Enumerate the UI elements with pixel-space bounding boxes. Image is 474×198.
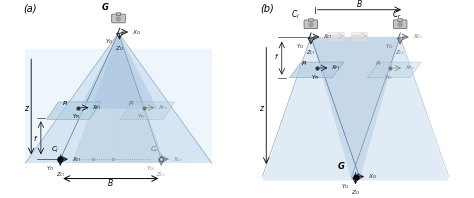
- Polygon shape: [290, 62, 344, 78]
- Polygon shape: [26, 49, 211, 163]
- Text: $X_{Pl}$: $X_{Pl}$: [331, 64, 340, 72]
- Polygon shape: [367, 62, 421, 78]
- Text: $Z_G$: $Z_G$: [115, 44, 124, 53]
- Text: $Z_{Cl}$: $Z_{Cl}$: [55, 170, 65, 179]
- Text: $P_r$: $P_r$: [375, 59, 383, 68]
- Text: $X_G$: $X_G$: [132, 28, 141, 36]
- Text: f: f: [275, 54, 277, 60]
- Circle shape: [309, 22, 313, 27]
- Text: z: z: [259, 104, 264, 113]
- Text: $Y_{Pr}$: $Y_{Pr}$: [384, 73, 393, 82]
- Text: $Y_{Cr}$: $Y_{Cr}$: [146, 164, 156, 173]
- Polygon shape: [72, 33, 165, 163]
- Text: z: z: [24, 104, 28, 113]
- Text: $X_{Cr}$: $X_{Cr}$: [173, 155, 183, 164]
- Text: B: B: [108, 179, 113, 188]
- Text: $Y_{Pl}$: $Y_{Pl}$: [310, 73, 319, 82]
- Text: $Z_G$: $Z_G$: [351, 188, 360, 197]
- Text: $Y_{Cl}$: $Y_{Cl}$: [46, 164, 55, 173]
- Text: $P_l$: $P_l$: [62, 99, 69, 108]
- Polygon shape: [118, 33, 211, 163]
- Text: $Z_{Cl}$: $Z_{Cl}$: [306, 49, 316, 57]
- Text: $P_r$: $P_r$: [128, 99, 136, 108]
- Text: $X_{Pr}$: $X_{Pr}$: [405, 64, 415, 72]
- Text: $X_{Cl}$: $X_{Cl}$: [72, 155, 82, 164]
- Text: $P_l$: $P_l$: [301, 59, 308, 68]
- Text: (b): (b): [260, 4, 274, 14]
- Text: B: B: [357, 0, 362, 9]
- FancyBboxPatch shape: [116, 13, 121, 16]
- FancyBboxPatch shape: [112, 14, 125, 23]
- Text: $X_{Cl}$: $X_{Cl}$: [323, 32, 333, 41]
- Polygon shape: [263, 37, 359, 181]
- Text: $X_{Pl}$: $X_{Pl}$: [92, 103, 101, 112]
- Text: $Z_{Cr}$: $Z_{Cr}$: [395, 49, 405, 57]
- Text: G: G: [338, 162, 345, 171]
- FancyBboxPatch shape: [328, 32, 345, 42]
- Text: $C_l$: $C_l$: [51, 144, 59, 155]
- Polygon shape: [47, 102, 101, 119]
- FancyBboxPatch shape: [398, 19, 402, 21]
- Polygon shape: [352, 37, 448, 181]
- Circle shape: [398, 22, 402, 27]
- Text: $Y_{Pr}$: $Y_{Pr}$: [137, 112, 146, 121]
- FancyBboxPatch shape: [351, 32, 368, 42]
- Text: $C_r$: $C_r$: [149, 144, 159, 155]
- Polygon shape: [80, 33, 157, 109]
- FancyBboxPatch shape: [309, 19, 313, 21]
- Text: (a): (a): [23, 4, 37, 14]
- Text: $Y_G$: $Y_G$: [341, 182, 350, 191]
- Text: $Z_{Cr}$: $Z_{Cr}$: [156, 170, 166, 179]
- FancyBboxPatch shape: [304, 20, 318, 29]
- Text: $X_{Cr}$: $X_{Cr}$: [413, 32, 423, 41]
- Text: $Y_{Pl}$: $Y_{Pl}$: [72, 112, 80, 121]
- Text: f: f: [34, 136, 36, 142]
- Polygon shape: [26, 33, 119, 163]
- Text: $X_G$: $X_G$: [368, 172, 377, 181]
- Text: $X_{Pr}$: $X_{Pr}$: [158, 103, 168, 112]
- Polygon shape: [311, 37, 400, 181]
- Polygon shape: [311, 37, 400, 181]
- Text: $C_r$: $C_r$: [392, 9, 402, 21]
- Text: $Y_{Cl}$: $Y_{Cl}$: [296, 42, 305, 51]
- Text: G: G: [102, 3, 109, 12]
- FancyBboxPatch shape: [393, 20, 407, 29]
- Circle shape: [116, 17, 121, 21]
- Text: $Y_{Cr}$: $Y_{Cr}$: [385, 42, 394, 51]
- Text: $C_l$: $C_l$: [292, 9, 300, 21]
- Polygon shape: [120, 102, 175, 119]
- Text: $Y_G$: $Y_G$: [105, 37, 113, 46]
